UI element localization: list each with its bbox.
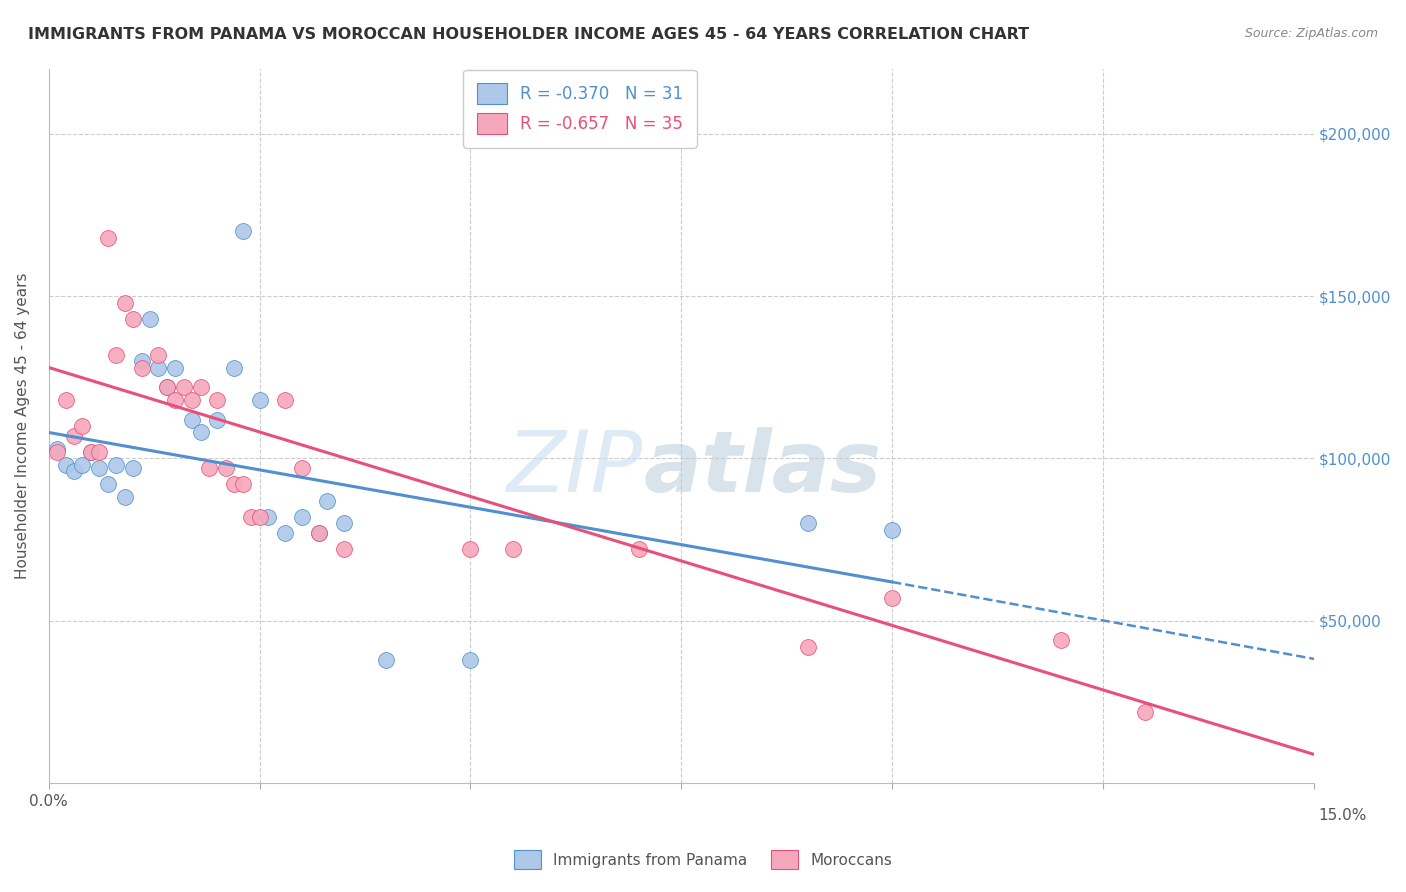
Point [291,461,314,475]
Point [880,591,903,606]
Point [190,425,212,440]
Point [308,526,330,541]
Point [249,510,271,524]
Point [460,653,482,667]
Point [89,445,111,459]
Point [105,458,128,472]
Point [80,445,103,459]
Point [207,392,229,407]
Point [63,429,86,443]
Point [173,380,195,394]
Point [224,477,246,491]
Point [460,542,482,557]
Point [198,461,221,475]
Point [333,542,356,557]
Point [131,354,153,368]
Point [181,412,204,426]
Point [80,445,103,459]
Point [55,458,77,472]
Point [232,224,254,238]
Point [797,516,820,531]
Point [89,461,111,475]
Point [240,510,263,524]
Point [122,311,145,326]
Point [797,640,820,654]
Point [165,360,187,375]
Point [181,392,204,407]
Point [156,380,179,394]
Point [46,442,69,456]
Point [232,477,254,491]
Text: IMMIGRANTS FROM PANAMA VS MOROCCAN HOUSEHOLDER INCOME AGES 45 - 64 YEARS CORRELA: IMMIGRANTS FROM PANAMA VS MOROCCAN HOUSE… [28,27,1029,42]
Point [105,347,128,361]
Point [131,360,153,375]
Point [97,477,120,491]
Point [215,461,238,475]
Point [122,461,145,475]
Point [224,360,246,375]
Point [1049,633,1071,648]
Point [55,392,77,407]
Legend: Immigrants from Panama, Moroccans: Immigrants from Panama, Moroccans [508,844,898,875]
Point [190,380,212,394]
Point [628,542,651,557]
Point [165,392,187,407]
Text: Source: ZipAtlas.com: Source: ZipAtlas.com [1244,27,1378,40]
Point [333,516,356,531]
Point [1133,705,1156,719]
Point [97,230,120,244]
Point [375,653,398,667]
Point [502,542,524,557]
Text: ZIP: ZIP [508,427,644,510]
Text: atlas: atlas [644,427,882,510]
Point [291,510,314,524]
Text: 15.0%: 15.0% [1317,808,1367,823]
Point [148,347,170,361]
Point [308,526,330,541]
Point [249,392,271,407]
Point [274,392,297,407]
Point [156,380,179,394]
Point [72,419,94,434]
Point [274,526,297,541]
Point [148,360,170,375]
Point [63,465,86,479]
Point [257,510,280,524]
Y-axis label: Householder Income Ages 45 - 64 years: Householder Income Ages 45 - 64 years [15,273,30,579]
Point [139,311,162,326]
Point [72,458,94,472]
Point [46,445,69,459]
Point [880,523,903,537]
Point [114,491,136,505]
Legend: R = -0.370   N = 31, R = -0.657   N = 35: R = -0.370 N = 31, R = -0.657 N = 35 [464,70,696,147]
Point [207,412,229,426]
Point [114,295,136,310]
Point [316,493,339,508]
